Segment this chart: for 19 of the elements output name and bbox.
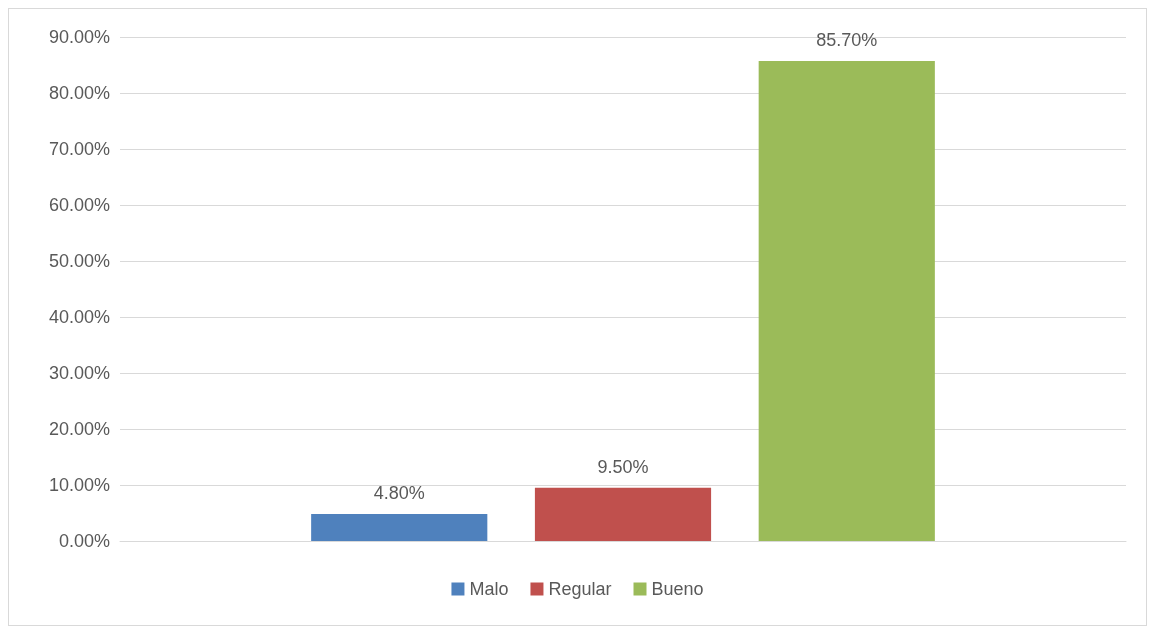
- y-tick-label: 10.00%: [48, 475, 110, 495]
- y-tick-label: 90.00%: [48, 27, 110, 47]
- legend-label: Bueno: [651, 579, 704, 599]
- legend-label: Regular: [548, 579, 612, 599]
- y-tick-label: 0.00%: [58, 531, 110, 551]
- legend-label: Malo: [469, 579, 509, 599]
- data-label: 85.70%: [816, 30, 878, 51]
- y-tick-label: 20.00%: [48, 419, 110, 439]
- data-label: 4.80%: [373, 483, 425, 504]
- y-tick-label: 70.00%: [48, 139, 110, 159]
- y-tick-label: 40.00%: [48, 307, 110, 327]
- bar: [758, 61, 935, 541]
- bar: [534, 487, 712, 541]
- y-tick-label: 50.00%: [48, 251, 110, 271]
- data-label: 9.50%: [597, 456, 649, 477]
- y-tick-label: 80.00%: [48, 83, 110, 103]
- y-tick-label: 60.00%: [48, 195, 110, 215]
- y-tick-label: 30.00%: [48, 363, 110, 383]
- bar: [311, 514, 488, 541]
